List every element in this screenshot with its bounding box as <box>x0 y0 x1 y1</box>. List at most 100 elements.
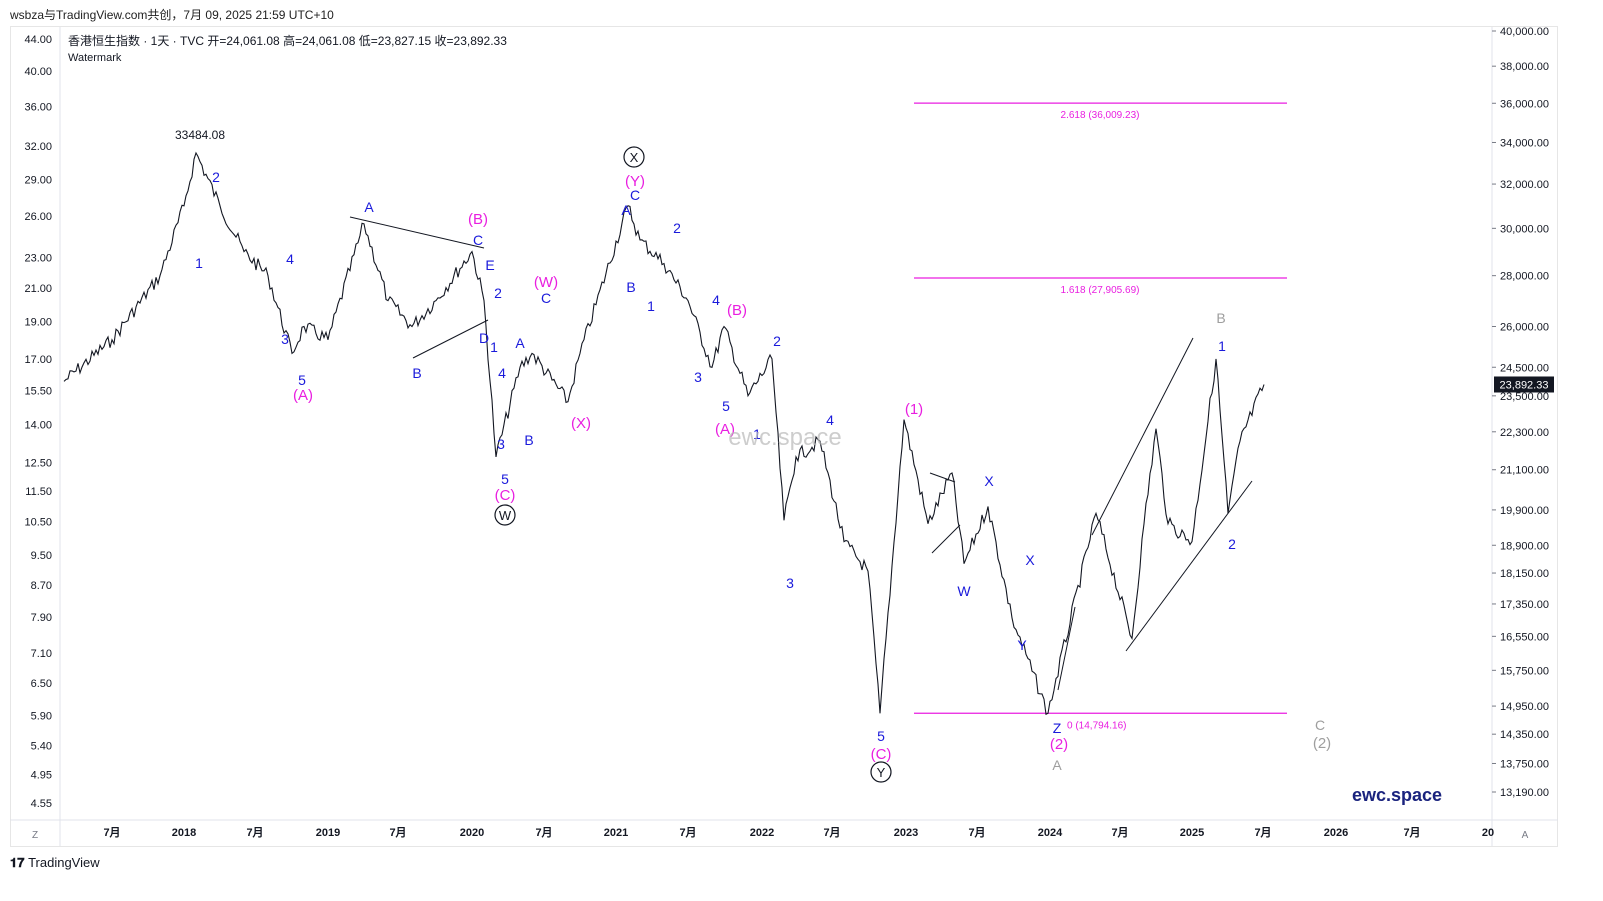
left-axis-tick-label: 17.00 <box>24 354 52 366</box>
left-axis-tick-label: 23.00 <box>24 252 52 264</box>
wave-label: E <box>485 257 494 273</box>
x-axis-tick-label: 7月 <box>823 826 840 839</box>
last-price-label: 23,892.33 <box>1500 379 1549 391</box>
x-axis-tick-label: 7月 <box>1111 826 1128 839</box>
right-axis-tick-label: 18,900.00 <box>1500 540 1549 552</box>
left-axis-tick-label: 36.00 <box>24 102 52 114</box>
x-axis-tick-label: 7月 <box>679 826 696 839</box>
tradingview-logo[interactable]: 𝟏𝟕 TradingView <box>10 855 100 871</box>
a-button: A <box>1522 830 1529 841</box>
right-axis-tick-label: 13,190.00 <box>1500 787 1549 799</box>
wave-label: B <box>524 432 533 448</box>
fib-level-label: 0 (14,794.16) <box>1067 720 1127 731</box>
wave-label: 1 <box>490 339 498 355</box>
wave-label: 1 <box>647 298 655 314</box>
left-axis-tick-label: 11.50 <box>25 486 52 498</box>
wave-label: Y <box>1017 637 1027 653</box>
x-axis-tick-label: 7月 <box>1254 826 1271 839</box>
right-axis-tick-label: 18,150.00 <box>1500 568 1549 580</box>
wave-label: 3 <box>694 369 702 385</box>
wave-label: A <box>1052 757 1062 773</box>
x-axis-tick-label: 7月 <box>389 826 406 839</box>
x-axis-tick-label: 2024 <box>1038 827 1063 839</box>
circled-wave-marker <box>623 146 645 168</box>
wave-label: 3 <box>497 436 505 452</box>
wave-label: 4 <box>498 365 506 381</box>
right-axis-tick-label: 14,950.00 <box>1500 701 1549 713</box>
fib-level-label: 1.618 (27,905.69) <box>1061 285 1140 296</box>
z-button: Z <box>32 830 38 841</box>
x-axis-tick-label: 7月 <box>535 826 552 839</box>
right-axis-tick-label: 32,000.00 <box>1500 179 1549 191</box>
left-axis-tick-label: 12.50 <box>24 458 52 470</box>
x-axis-tick-label: 2021 <box>604 827 628 839</box>
wave-label: (Y) <box>625 173 645 190</box>
wave-label: A <box>364 199 374 215</box>
wave-label: C <box>1315 717 1325 733</box>
right-axis-tick-label: 15,750.00 <box>1500 665 1549 677</box>
left-axis-tick-label: 15.50 <box>24 385 52 397</box>
right-axis-tick-label: 30,000.00 <box>1500 223 1549 235</box>
fib-level-label: 2.618 (36,009.23) <box>1061 110 1140 121</box>
left-axis-tick-label: 6.50 <box>31 678 52 690</box>
circled-wave-marker <box>870 761 892 783</box>
left-axis-tick-label: 4.95 <box>31 770 52 782</box>
trend-line <box>1125 480 1253 652</box>
x-axis-tick-label: 7月 <box>1403 826 1420 839</box>
right-axis-tick-label: 23,500.00 <box>1500 391 1549 403</box>
left-axis-tick-label: 9.50 <box>31 550 52 562</box>
right-axis-tick-label: 28,000.00 <box>1500 271 1549 283</box>
trend-line <box>349 216 485 249</box>
left-axis-tick-label: 29.00 <box>24 174 52 186</box>
left-axis-tick-label: 32.00 <box>24 141 52 153</box>
wave-label: 5 <box>298 372 306 388</box>
right-axis-tick-label: 21,100.00 <box>1500 465 1549 477</box>
peak-price-annotation: 33484.08 <box>175 128 225 142</box>
wave-label: C <box>541 290 551 306</box>
circled-wave-marker <box>494 504 516 526</box>
x-axis-tick-label: 7月 <box>968 826 985 839</box>
circled-wave-label: W <box>499 508 512 523</box>
x-axis-tick-label: 2026 <box>1324 827 1348 839</box>
wave-label: (B) <box>727 302 747 319</box>
wave-label: C <box>630 187 640 203</box>
wave-label: (B) <box>468 211 488 228</box>
chart-frame <box>10 26 1558 847</box>
left-axis-tick-label: 8.70 <box>31 580 52 592</box>
wave-label: 1 <box>1218 338 1226 354</box>
right-axis-tick-label: 24,500.00 <box>1500 362 1549 374</box>
wave-label: 2 <box>1228 536 1236 552</box>
left-axis-tick-label: 5.90 <box>31 711 52 723</box>
wave-label: (C) <box>495 487 516 504</box>
x-axis-tick-label: 2018 <box>172 827 196 839</box>
wave-label: X <box>1025 552 1035 568</box>
right-axis-tick-label: 40,000.00 <box>1500 26 1549 38</box>
page-header-text: wsbza与TradingView.com共创，7月 09, 2025 21:5… <box>10 8 334 22</box>
last-price-tag <box>1494 376 1554 393</box>
wave-label: (A) <box>715 421 735 438</box>
symbol-title: 香港恒生指数 · 1天 · TVC 开=24,061.08 高=24,061.0… <box>68 33 507 48</box>
trend-line <box>931 524 961 554</box>
left-axis-tick-label: 4.55 <box>31 798 52 810</box>
circled-wave-label: Y <box>877 765 886 780</box>
right-axis-tick-label: 34,000.00 <box>1500 137 1549 149</box>
wave-label: 5 <box>722 398 730 414</box>
watermark-label: Watermark <box>68 52 122 64</box>
wave-label: 1 <box>195 255 203 271</box>
wave-label: 4 <box>286 251 294 267</box>
wave-label: A <box>515 335 525 351</box>
right-axis-tick-label: 13,750.00 <box>1500 758 1549 770</box>
wave-label: W <box>957 583 971 599</box>
corner-watermark: ewc.space <box>1352 785 1442 805</box>
wave-label: (1) <box>905 401 923 418</box>
wave-label: (W) <box>534 274 558 291</box>
wave-label: A <box>621 202 631 218</box>
right-axis-tick-label: 22,300.00 <box>1500 427 1549 439</box>
x-axis-tick-label: 7月 <box>246 826 263 839</box>
x-axis-tick-label: 2022 <box>750 827 774 839</box>
tradingview-brand: TradingView <box>28 855 100 870</box>
wave-label: 4 <box>712 292 720 308</box>
wave-label: 4 <box>826 412 834 428</box>
wave-label: X <box>984 473 994 489</box>
